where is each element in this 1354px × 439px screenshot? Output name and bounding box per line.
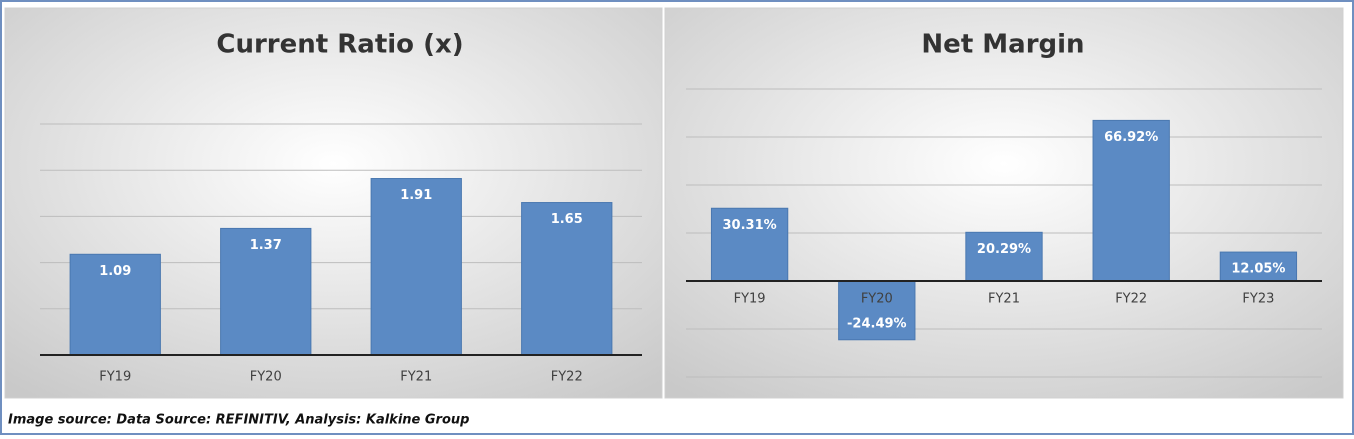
data-label: -24.49% bbox=[847, 316, 907, 331]
data-label: 1.37 bbox=[250, 238, 282, 253]
panel bbox=[664, 7, 1344, 399]
bar bbox=[710, 207, 789, 282]
bar bbox=[965, 231, 1043, 282]
data-label: 1.09 bbox=[99, 264, 131, 279]
data-label: 66.92% bbox=[1104, 130, 1158, 145]
x-tick-label: FY21 bbox=[400, 370, 432, 385]
bar bbox=[220, 227, 312, 356]
bar bbox=[1092, 119, 1170, 282]
bar bbox=[521, 202, 613, 356]
chart-title: Current Ratio (x) bbox=[216, 30, 463, 60]
data-label: 30.31% bbox=[723, 218, 777, 233]
x-tick-label: FY21 bbox=[988, 292, 1020, 307]
bar bbox=[1219, 251, 1298, 282]
x-tick-label: FY22 bbox=[551, 370, 583, 385]
data-label: 1.65 bbox=[551, 212, 583, 227]
caption: Image source: Data Source: REFINITIV, An… bbox=[8, 413, 469, 428]
x-tick-label: FY23 bbox=[1242, 292, 1274, 307]
x-tick-label: FY19 bbox=[99, 370, 131, 385]
bar bbox=[370, 178, 462, 356]
bar bbox=[838, 280, 916, 341]
x-tick-label: FY22 bbox=[1115, 292, 1147, 307]
data-label: 1.91 bbox=[400, 188, 432, 203]
data-label: 12.05% bbox=[1231, 262, 1285, 277]
x-tick-label: FY20 bbox=[861, 292, 893, 307]
x-tick-label: FY20 bbox=[250, 370, 282, 385]
x-tick-label: FY19 bbox=[734, 292, 766, 307]
bar bbox=[69, 253, 161, 356]
data-label: 20.29% bbox=[977, 242, 1031, 257]
chart-title: Net Margin bbox=[921, 30, 1084, 60]
